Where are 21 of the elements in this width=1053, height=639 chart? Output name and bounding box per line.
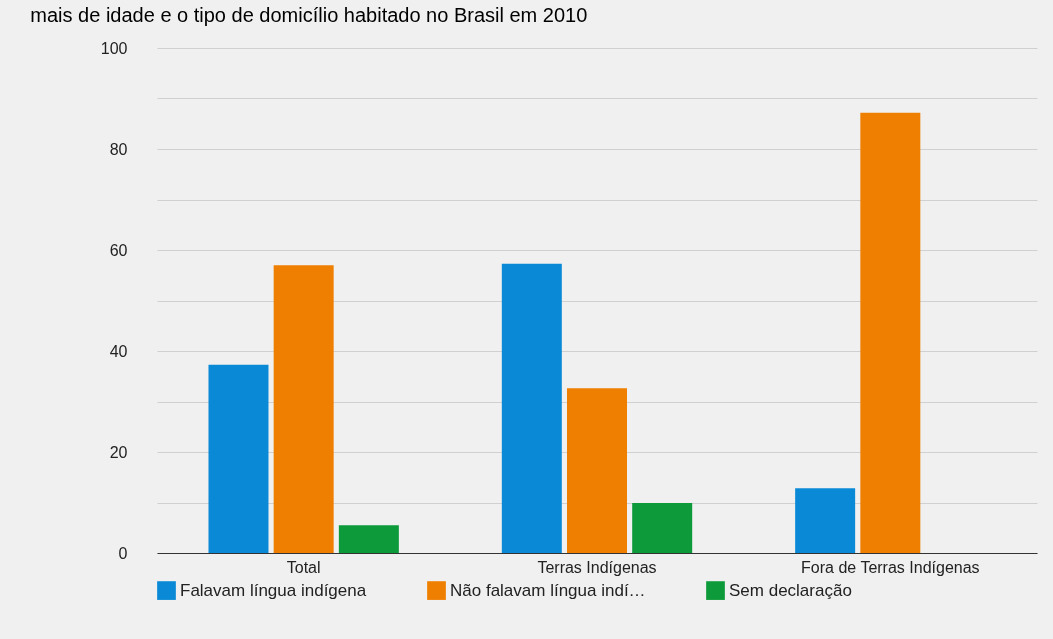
x-tick-label: Total [286, 558, 321, 576]
bar [632, 503, 693, 553]
legend-label: Não falavam língua indí… [450, 580, 646, 600]
bar [501, 263, 562, 553]
bar [567, 388, 627, 553]
bar [795, 488, 856, 553]
y-tick-label: 80 [109, 140, 128, 158]
y-tick-label: 60 [109, 241, 128, 259]
bar [273, 265, 334, 553]
x-tick-label: Fora de Terras Indígenas [801, 558, 980, 576]
y-tick-label: 20 [109, 443, 128, 461]
bar [338, 525, 399, 553]
legend-label: Falavam língua indígena [180, 580, 367, 600]
bar [860, 112, 921, 553]
x-tick-label: Terras Indígenas [537, 558, 657, 576]
y-tick-label: 100 [100, 39, 128, 57]
y-tick-label: 0 [118, 544, 128, 562]
bar [208, 364, 269, 553]
chart-title: mais de idade e o tipo de domicílio habitado no Brasil em 2010 [30, 4, 588, 26]
legend-label: Sem declaração [729, 580, 852, 600]
y-tick-label: 40 [109, 342, 128, 360]
